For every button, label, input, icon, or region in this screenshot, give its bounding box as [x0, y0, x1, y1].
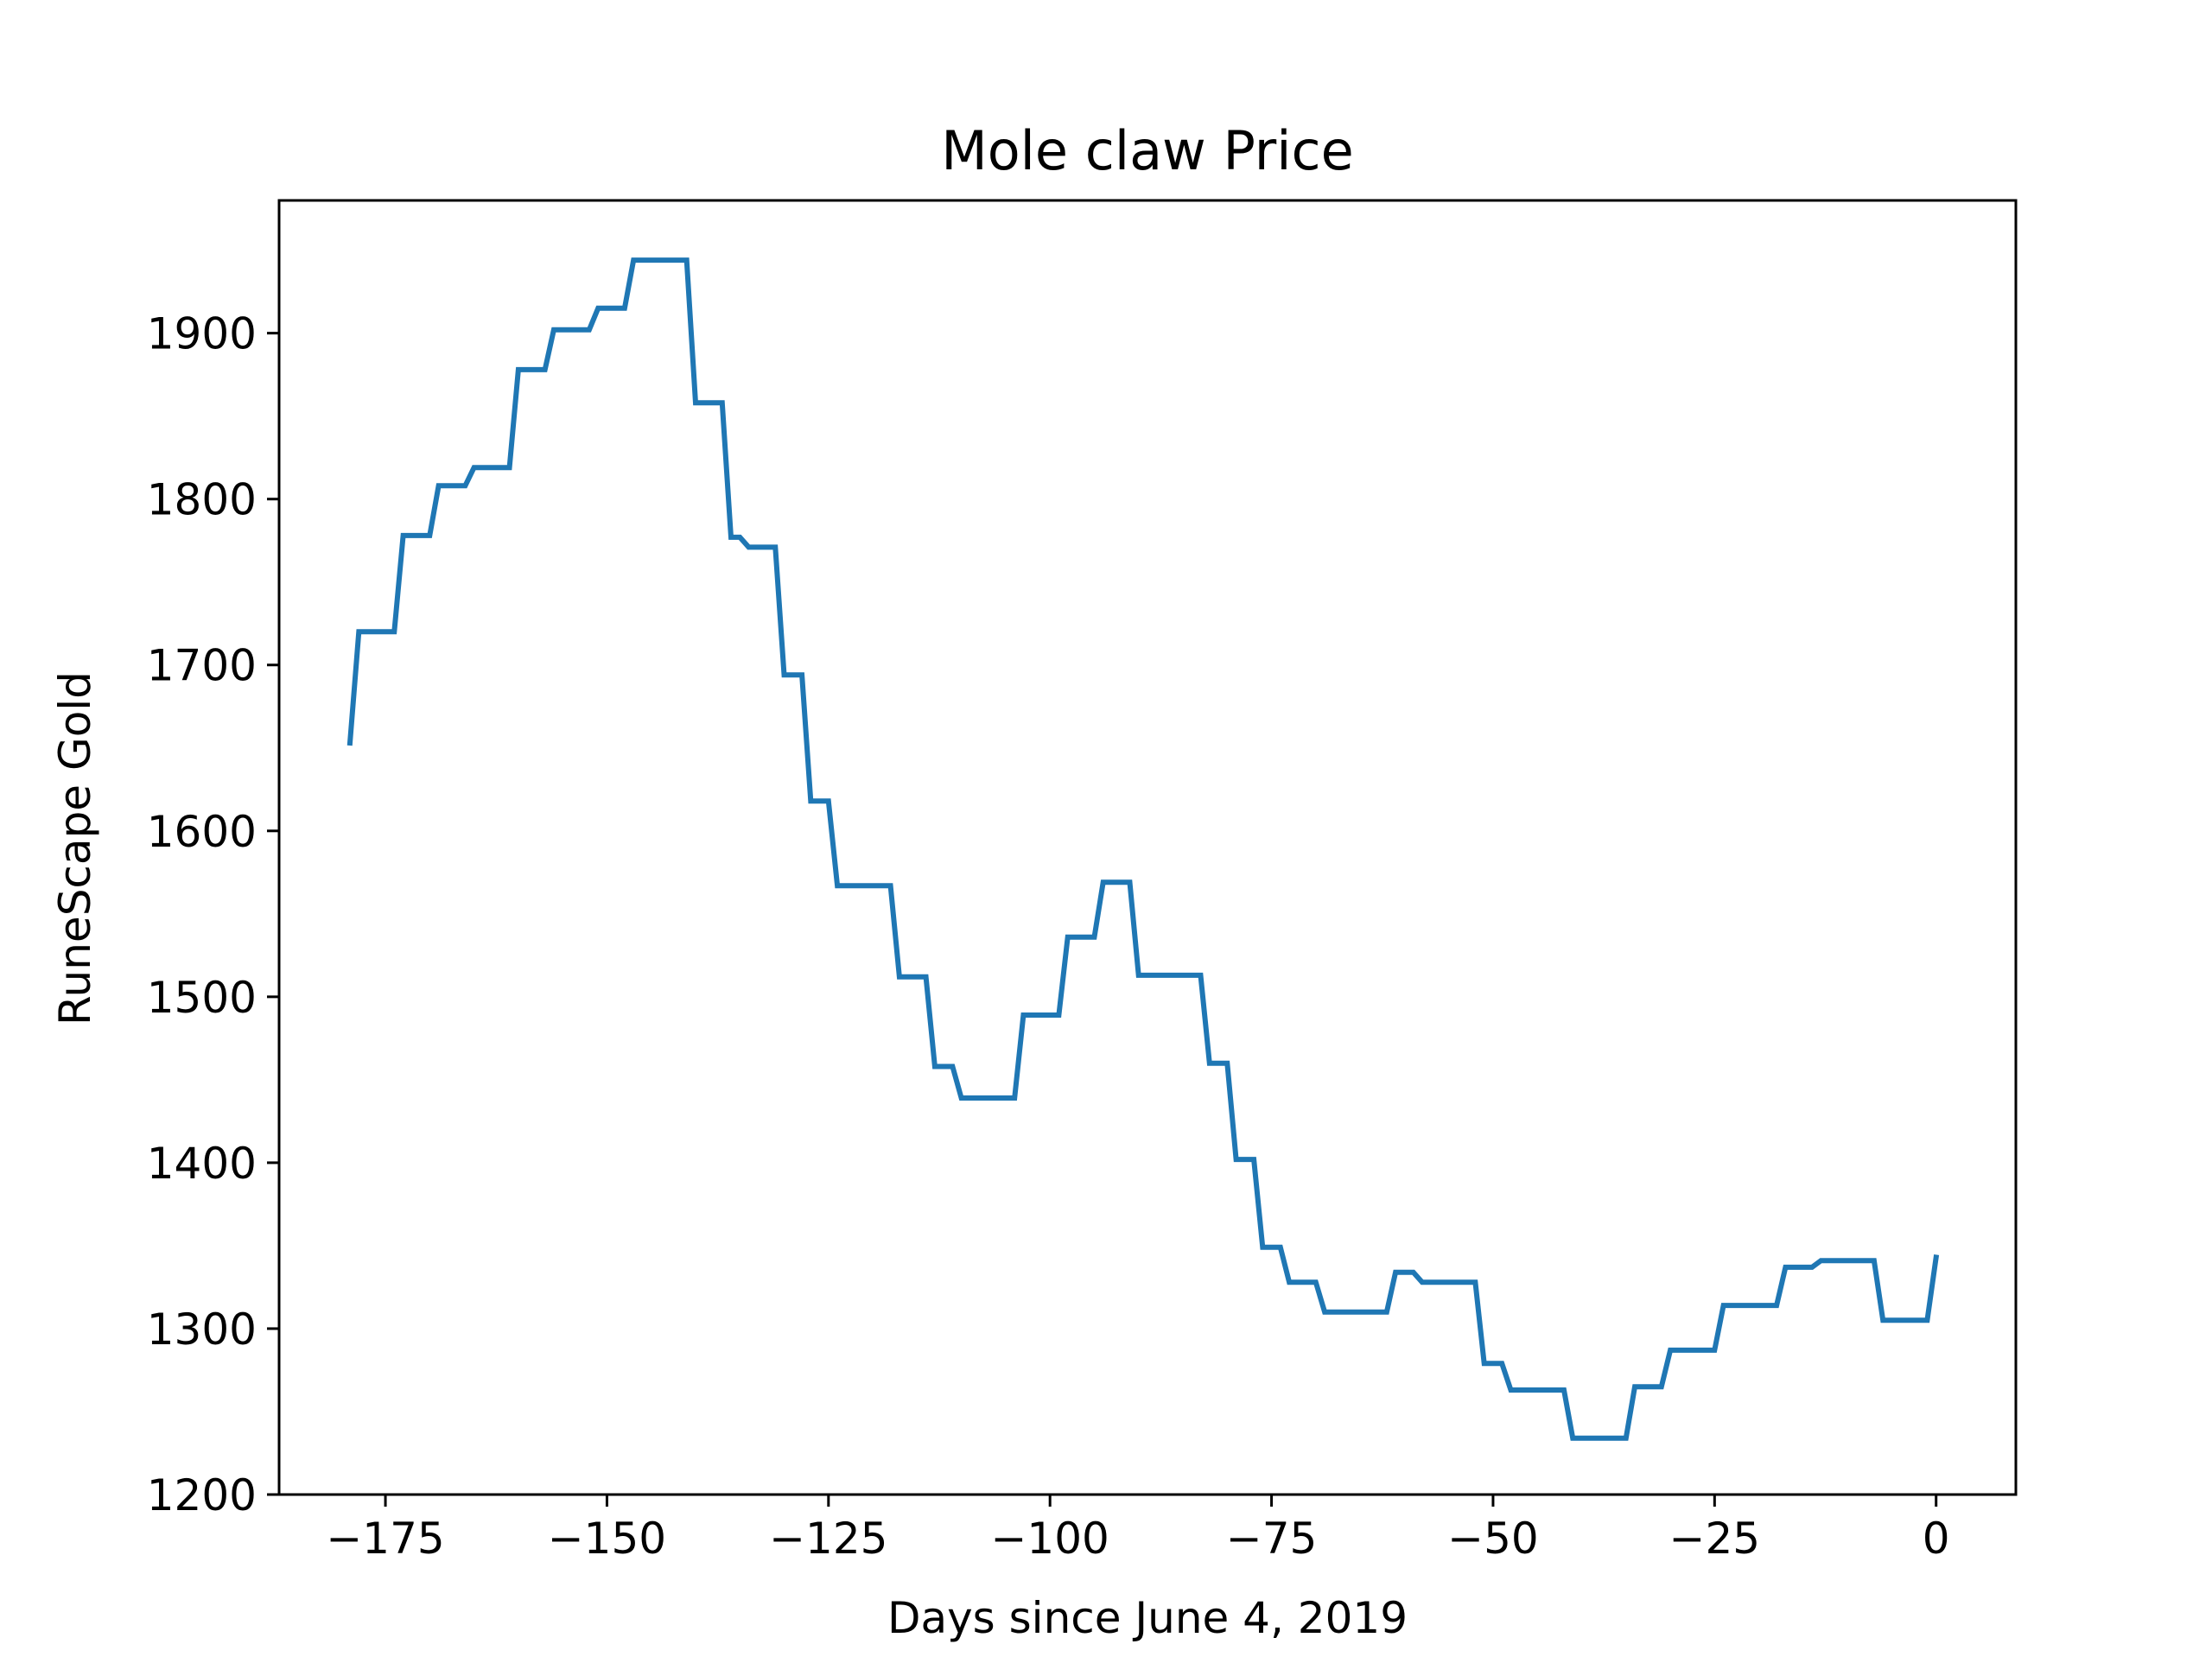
- x-tick-label: −150: [548, 1514, 666, 1564]
- y-tick-label: 1900: [147, 309, 257, 359]
- chart-title: Mole claw Price: [941, 119, 1353, 182]
- x-tick-label: −50: [1447, 1514, 1539, 1564]
- x-tick-label: −75: [1226, 1514, 1318, 1564]
- y-tick-label: 1600: [147, 807, 257, 857]
- x-tick-label: 0: [1923, 1514, 1950, 1564]
- y-tick-label: 1200: [147, 1470, 257, 1520]
- y-tick-label: 1300: [147, 1304, 257, 1355]
- x-tick-label: −175: [326, 1514, 444, 1564]
- plot-frame: [277, 199, 2018, 1496]
- plot-area: −175 −150 −125 −100 −75 −50 −25 0 1200 1300 1400 15…: [147, 199, 2018, 1564]
- x-tick-label: −125: [769, 1514, 887, 1564]
- y-tick-label: 1400: [147, 1139, 257, 1189]
- y-tick-label: 1500: [147, 973, 257, 1023]
- x-tick-label: −25: [1669, 1514, 1761, 1564]
- y-tick-label: 1800: [147, 475, 257, 525]
- x-tick-label: −100: [991, 1514, 1109, 1564]
- x-axis-label: Days since June 4, 2019: [887, 1593, 1408, 1643]
- y-tick-label: 1700: [147, 641, 257, 691]
- y-axis-label: RuneScape Gold: [50, 671, 100, 1025]
- series-line-0: [346, 257, 1940, 1441]
